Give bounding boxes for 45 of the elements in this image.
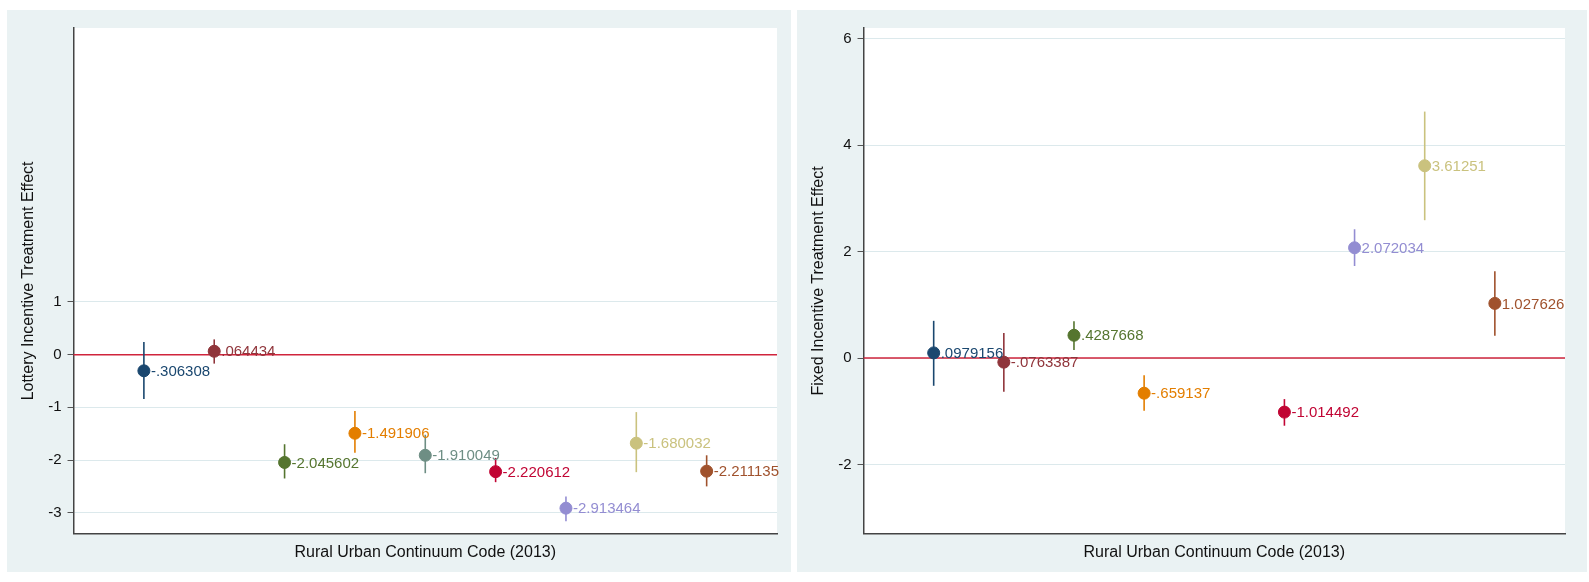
y-tick-label: 1 — [53, 292, 62, 310]
point — [1418, 159, 1432, 173]
data-label: 1.027626 — [1501, 294, 1565, 312]
y-tick-label: 6 — [843, 28, 852, 46]
data-label: -1.014492 — [1291, 403, 1359, 421]
point — [489, 465, 503, 479]
x-axis-title: Rural Urban Continuum Code (2013) — [1083, 542, 1345, 560]
point — [1488, 296, 1502, 310]
point — [927, 346, 941, 360]
point — [1067, 328, 1081, 342]
data-label: -1.680032 — [643, 434, 711, 452]
y-axis-title: Fixed Incentive Treatment Effect — [809, 165, 827, 396]
data-label: -2.211135 — [713, 462, 779, 480]
data-label: -.306308 — [150, 361, 211, 379]
point — [1277, 405, 1291, 419]
point — [629, 436, 643, 450]
y-tick-label: 4 — [843, 135, 852, 153]
data-label: 2.072034 — [1361, 238, 1425, 256]
x-axis-title: Rural Urban Continuum Code (2013) — [294, 542, 556, 560]
point — [207, 344, 221, 358]
point — [278, 455, 292, 469]
point — [1348, 241, 1362, 255]
point — [700, 464, 714, 478]
point — [418, 448, 432, 462]
y-tick-label: -2 — [838, 454, 852, 472]
data-label: .4287668 — [1080, 326, 1144, 344]
data-label: -1.491906 — [361, 424, 430, 442]
y-tick-label: 0 — [53, 344, 62, 362]
y-tick-label: 2 — [843, 241, 852, 259]
data-label: .0979156 — [940, 344, 1004, 362]
data-label: -2.913464 — [572, 499, 641, 517]
point — [137, 364, 151, 378]
data-label: -.659137 — [1151, 384, 1211, 402]
y-axis-title: Lottery Incentive Treatment Effect — [19, 160, 37, 401]
data-label: 3.61251 — [1431, 156, 1486, 174]
data-label: -2.045602 — [291, 453, 360, 471]
y-tick-label: -2 — [48, 450, 62, 468]
data-label: -2.220612 — [502, 462, 571, 480]
point — [1137, 386, 1151, 400]
point — [348, 426, 362, 440]
y-tick-label: -1 — [48, 397, 62, 415]
y-tick-label: 0 — [843, 348, 852, 366]
y-tick-label: -3 — [48, 502, 62, 520]
point — [559, 501, 573, 515]
data-label: -1.910049 — [432, 446, 500, 464]
